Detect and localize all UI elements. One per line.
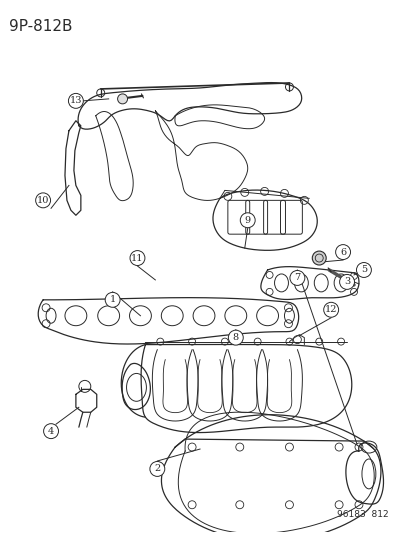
Circle shape [323,302,338,317]
Text: 2: 2 [154,464,160,473]
Circle shape [356,263,370,278]
Text: 3: 3 [343,277,349,286]
Text: 9P-812B: 9P-812B [9,19,73,34]
Circle shape [289,270,304,285]
Circle shape [68,93,83,108]
Circle shape [311,251,325,265]
Text: 96183  812: 96183 812 [336,510,388,519]
Circle shape [36,193,50,208]
Text: 7: 7 [294,273,300,282]
Text: 9: 9 [244,216,250,225]
Text: 6: 6 [339,247,345,256]
Circle shape [130,251,145,265]
Circle shape [117,94,127,104]
Circle shape [339,274,354,289]
Circle shape [228,330,243,345]
Circle shape [105,293,120,308]
Circle shape [335,245,350,260]
Text: 8: 8 [232,333,238,342]
Text: 4: 4 [48,426,54,435]
Text: 12: 12 [324,305,337,314]
Text: 13: 13 [69,96,82,106]
Circle shape [240,213,254,228]
Text: 10: 10 [37,196,49,205]
Text: 11: 11 [131,254,143,263]
Text: 1: 1 [109,295,116,304]
Circle shape [43,424,58,439]
Circle shape [150,462,164,477]
Text: 5: 5 [360,265,366,274]
